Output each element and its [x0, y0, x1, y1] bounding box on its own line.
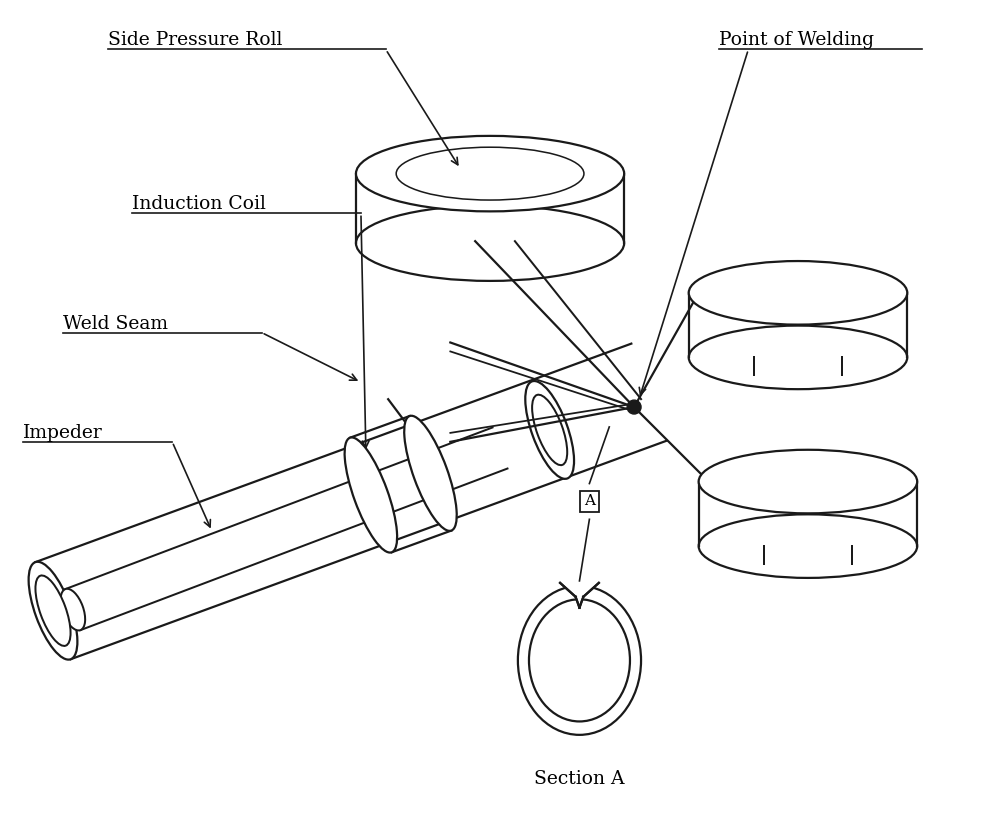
Ellipse shape — [345, 438, 397, 552]
Text: Impeder: Impeder — [23, 423, 103, 442]
Text: Point of Welding: Point of Welding — [719, 32, 874, 49]
Ellipse shape — [529, 599, 630, 721]
Ellipse shape — [699, 514, 917, 578]
Ellipse shape — [689, 261, 907, 324]
Ellipse shape — [525, 381, 574, 479]
Ellipse shape — [404, 416, 457, 531]
Polygon shape — [559, 556, 600, 607]
Ellipse shape — [356, 206, 624, 281]
Ellipse shape — [356, 136, 624, 211]
Ellipse shape — [29, 562, 77, 660]
Text: A: A — [584, 494, 595, 508]
Ellipse shape — [61, 589, 85, 631]
Ellipse shape — [689, 325, 907, 389]
Ellipse shape — [532, 394, 567, 465]
Circle shape — [627, 400, 641, 414]
Text: Weld Seam: Weld Seam — [63, 314, 168, 333]
Text: Induction Coil: Induction Coil — [132, 196, 266, 213]
Ellipse shape — [518, 586, 641, 735]
Ellipse shape — [699, 450, 917, 513]
Text: Section A: Section A — [534, 770, 625, 788]
Ellipse shape — [35, 576, 71, 646]
Text: Side Pressure Roll: Side Pressure Roll — [108, 32, 282, 49]
